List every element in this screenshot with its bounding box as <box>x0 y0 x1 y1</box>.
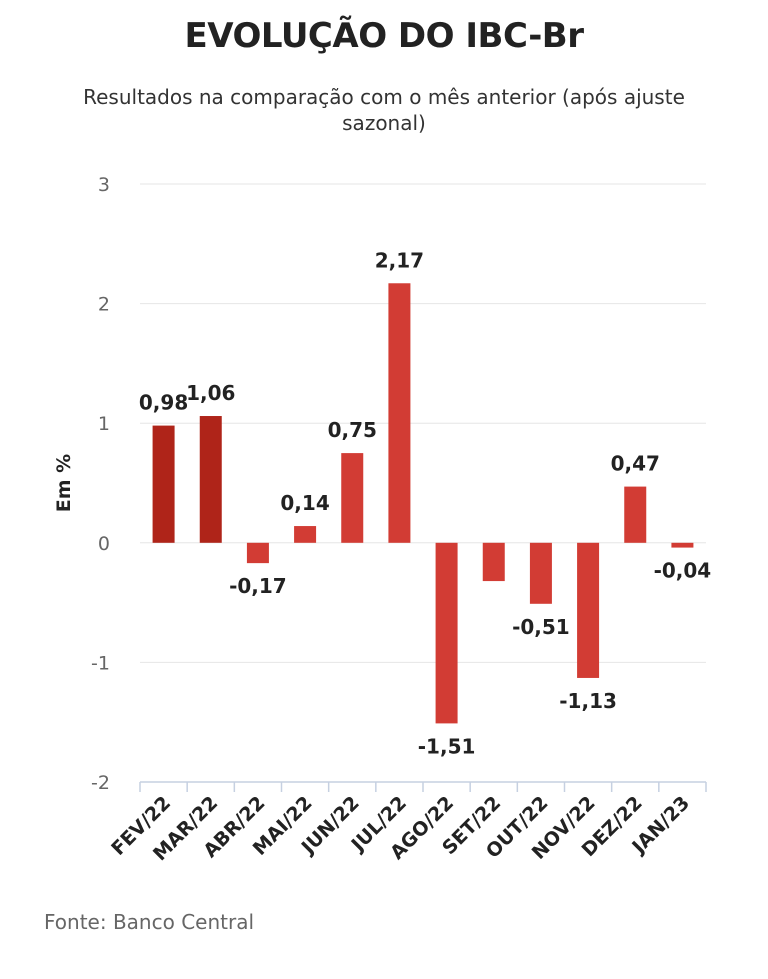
bar <box>671 542 694 548</box>
bar <box>199 416 222 543</box>
data-label: 1,06 <box>186 381 235 405</box>
chart-subtitle: Resultados na comparação com o mês anter… <box>83 85 685 135</box>
bar <box>294 526 317 543</box>
y-axis-label: Em % <box>53 454 75 512</box>
source-note: Fonte: Banco Central <box>44 910 255 934</box>
bar <box>624 486 647 543</box>
y-tick-label: 2 <box>98 294 110 316</box>
y-tick-label: 1 <box>98 413 110 435</box>
y-tick-label: -2 <box>91 772 110 794</box>
y-tick-label: 3 <box>98 174 110 196</box>
data-label: 2,17 <box>375 248 424 272</box>
bar <box>388 283 411 543</box>
bar <box>341 453 364 543</box>
data-label: -0,17 <box>229 574 287 598</box>
bar <box>152 425 175 543</box>
bar <box>529 542 552 604</box>
data-label: -1,13 <box>559 689 617 713</box>
data-label: 0,47 <box>611 452 660 476</box>
data-label: 0,14 <box>280 491 329 515</box>
bar <box>435 542 458 724</box>
data-label: 0,98 <box>139 391 188 415</box>
y-tick-label: 0 <box>98 533 110 555</box>
data-label: -0,51 <box>512 615 570 639</box>
bar <box>246 542 269 564</box>
data-label: 0,75 <box>328 418 377 442</box>
data-label: -1,51 <box>418 734 476 758</box>
data-label: -0,04 <box>654 559 712 583</box>
bar <box>482 542 505 582</box>
chart-title: EVOLUÇÃO DO IBC-Br <box>184 16 584 56</box>
y-tick-label: -1 <box>91 652 110 674</box>
bar <box>577 542 600 678</box>
